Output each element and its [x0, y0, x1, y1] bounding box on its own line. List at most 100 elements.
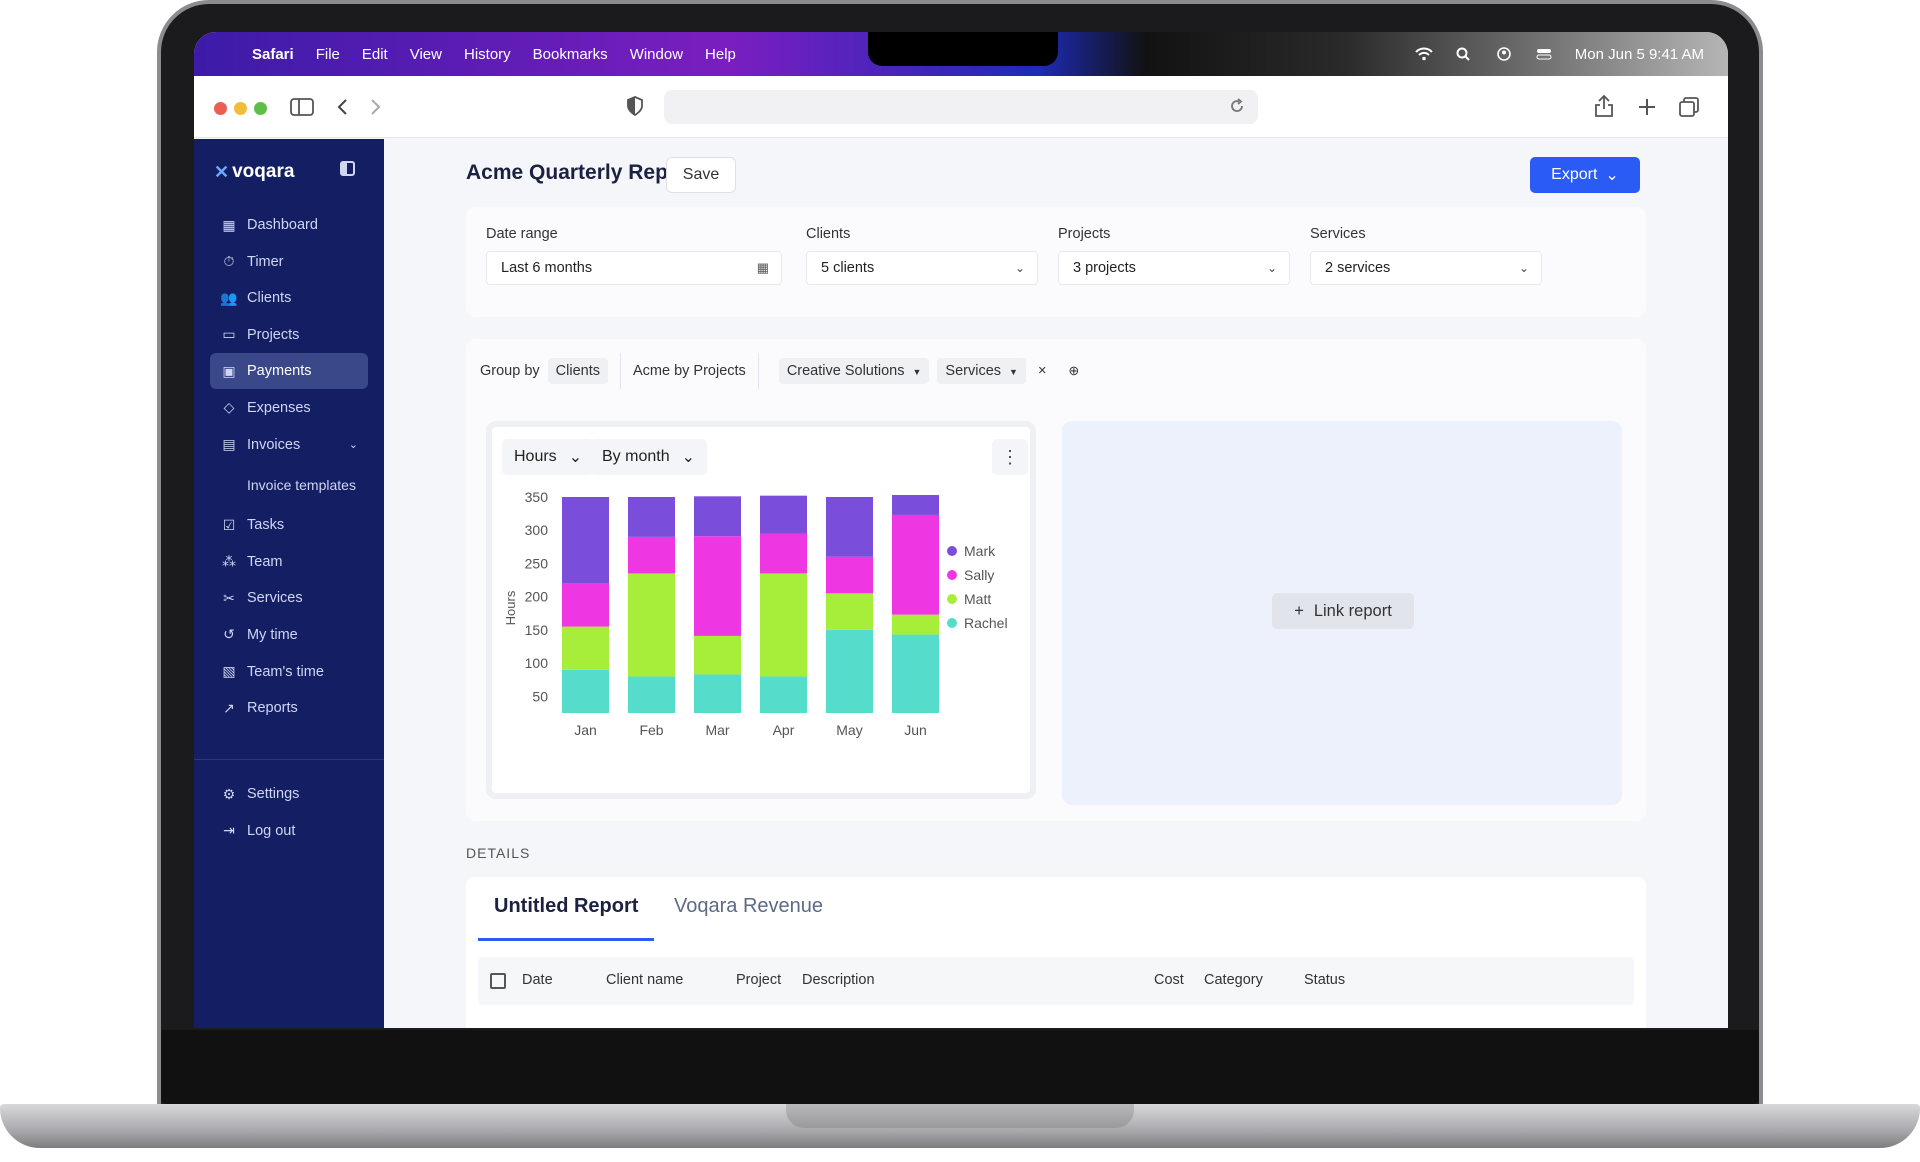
reload-icon[interactable] [1228, 97, 1246, 115]
sidebar-item-timer[interactable]: ⏱ Timer [210, 244, 368, 280]
save-button[interactable]: Save [666, 157, 736, 193]
x-tick-label: Jun [904, 722, 927, 738]
tab-voqara-revenue[interactable]: Voqara Revenue [674, 895, 824, 917]
group-by-chip[interactable]: Clients [547, 358, 608, 384]
legend-swatch-matt [947, 594, 957, 604]
col-category[interactable]: Category [1204, 972, 1263, 988]
sidebar-item-payments[interactable]: ▣ Payments [210, 353, 368, 390]
folder-icon: ▭ [222, 326, 236, 343]
col-date[interactable]: Date [522, 972, 553, 988]
add-filter-icon[interactable]: ⊕ [1068, 363, 1080, 378]
sidebar-item-clients[interactable]: 👥 Clients [210, 280, 368, 316]
clients-label: Clients [806, 226, 851, 242]
safari-toolbar [194, 76, 1728, 138]
caret-down-icon: ▼ [1009, 367, 1018, 377]
back-icon[interactable] [336, 98, 348, 116]
menu-edit[interactable]: Edit [361, 45, 388, 63]
projects-select[interactable]: 3 projects ⌄ [1058, 251, 1290, 285]
share-icon[interactable] [1594, 94, 1614, 118]
brand-logo[interactable]: ✕ voqara [214, 161, 294, 183]
bar-segment-rachel-may [826, 629, 873, 713]
sidebar-item-log-out[interactable]: ⇥ Log out [210, 813, 368, 849]
menu-file[interactable]: File [315, 45, 340, 63]
export-button[interactable]: Export ⌄ [1530, 157, 1640, 193]
clients-select[interactable]: 5 clients ⌄ [806, 251, 1038, 285]
divider [619, 353, 621, 389]
user-account-icon[interactable] [1495, 47, 1513, 61]
sidebar-item-reports[interactable]: ↗ Reports [210, 690, 368, 726]
tab-untitled-report[interactable]: Untitled Report [478, 877, 655, 941]
tag-icon: ◇ [223, 399, 235, 416]
new-tab-icon[interactable] [1638, 98, 1656, 116]
col-client-name[interactable]: Client name [606, 972, 684, 988]
col-project[interactable]: Project [736, 972, 782, 988]
projects-label: Projects [1058, 226, 1111, 242]
col-description[interactable]: Description [802, 972, 875, 988]
sidebar-item-invoice-templates[interactable]: Invoice templates [247, 477, 356, 494]
metric-dropdown[interactable]: Hours ⌄ [502, 439, 595, 475]
x-tick-label: Apr [773, 722, 795, 738]
sidebar-item-settings[interactable]: ⚙ Settings [210, 776, 368, 812]
col-status[interactable]: Status [1304, 972, 1346, 988]
control-center-icon[interactable] [1535, 47, 1553, 61]
sidebar: ✕ voqara ▦ Dashboard ⏱ Timer 👥 Clients ▭ Pro… [194, 139, 384, 1028]
sidebar-item-team[interactable]: ⁂ Team [210, 544, 368, 580]
main-content: Acme Quarterly Report Save Export ⌄ Date … [384, 139, 1728, 1028]
bar-segment-sally-apr [760, 533, 807, 574]
laptop-thumb-notch [786, 1104, 1134, 1128]
acme-by-projects-chip[interactable]: Acme by Projects [632, 363, 746, 379]
group-by-bar: Group by Clients Acme by Projects Creati… [480, 353, 1079, 389]
sidebar-toggle-icon[interactable] [290, 98, 314, 116]
sidebar-item-teams-time[interactable]: ▧ Team's time [210, 654, 368, 690]
spotlight-search-icon[interactable] [1455, 47, 1473, 61]
bar-segment-matt-mar [694, 635, 741, 675]
clear-filters-button[interactable]: × [1037, 363, 1047, 379]
more-options-icon[interactable]: ⋮ [992, 439, 1028, 475]
collapse-sidebar-icon[interactable] [340, 161, 355, 176]
y-tick-label: 250 [525, 555, 549, 571]
legend-label-matt: Matt [964, 591, 991, 607]
menu-history[interactable]: History [463, 45, 511, 63]
select-all-checkbox[interactable] [490, 973, 506, 989]
macos-menubar: Safari File Edit View History Bookmarks … [194, 32, 1728, 76]
menu-view[interactable]: View [409, 45, 442, 63]
sidebar-item-services[interactable]: ✂ Services [210, 580, 368, 616]
period-dropdown[interactable]: By month ⌄ [590, 439, 707, 475]
sidebar-item-invoices[interactable]: ▤ Invoices ⌄ [210, 427, 368, 463]
apple-icon[interactable] [216, 45, 232, 63]
minimize-window-button[interactable] [234, 102, 247, 115]
col-cost[interactable]: Cost [1154, 972, 1184, 988]
sidebar-item-expenses[interactable]: ◇ Expenses [210, 390, 368, 426]
menu-help[interactable]: Help [705, 45, 736, 63]
date-range-input[interactable]: Last 6 months ▦ [486, 251, 782, 285]
sidebar-item-label: Invoices [247, 436, 301, 453]
sidebar-item-projects[interactable]: ▭ Projects [210, 317, 368, 353]
page-title: Acme Quarterly Report [466, 161, 696, 184]
bar-segment-rachel-feb [628, 676, 675, 713]
tab-overview-icon[interactable] [1678, 96, 1700, 118]
bar-segment-matt-may [826, 593, 873, 630]
divider [757, 353, 759, 389]
clients-icon: 👥 [220, 289, 238, 306]
address-bar[interactable] [664, 90, 1258, 124]
sidebar-item-dashboard[interactable]: ▦ Dashboard [210, 207, 368, 243]
link-report-button[interactable]: + Link report [1272, 593, 1414, 629]
wifi-icon[interactable] [1415, 47, 1433, 61]
forward-icon[interactable] [370, 98, 382, 116]
chevron-down-icon: ⌄ [1605, 167, 1619, 184]
sidebar-item-label: Projects [247, 326, 300, 343]
chevron-down-icon: ⌄ [681, 449, 695, 466]
chevron-down-icon[interactable]: ⌄ [348, 439, 358, 452]
menu-bookmarks[interactable]: Bookmarks [532, 45, 608, 63]
menu-window[interactable]: Window [629, 45, 684, 63]
zoom-window-button[interactable] [254, 102, 267, 115]
privacy-shield-icon[interactable] [626, 96, 644, 116]
sidebar-item-my-time[interactable]: ↺ My time [210, 617, 368, 653]
creative-solutions-chip[interactable]: Creative Solutions ▼ [778, 358, 930, 384]
close-window-button[interactable] [214, 102, 227, 115]
services-chip[interactable]: Services ▼ [937, 358, 1026, 384]
services-select[interactable]: 2 services ⌄ [1310, 251, 1542, 285]
menu-app-name[interactable]: Safari [252, 45, 294, 63]
bar-segment-rachel-apr [760, 676, 807, 713]
sidebar-item-tasks[interactable]: ☑ Tasks [210, 507, 368, 543]
